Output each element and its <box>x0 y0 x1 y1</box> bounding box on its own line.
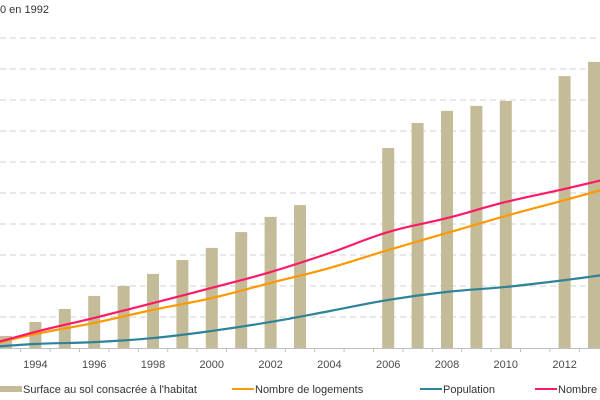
x-tick-label: 2002 <box>258 359 282 371</box>
x-tick-label: 2006 <box>376 359 400 371</box>
x-tick-label: 2000 <box>200 359 224 371</box>
line-population <box>0 274 600 348</box>
legend-label: Population <box>443 384 495 396</box>
legend-label: Surface au sol consacrée à l'habitat <box>23 384 197 396</box>
bar-2012 <box>558 76 571 348</box>
legend: Surface au sol consacrée à l'habitat Nomb… <box>0 384 600 396</box>
legend-item: Population <box>420 384 495 396</box>
legend-item: Nombre de logements <box>232 384 364 396</box>
legend-item: Nombre de m <box>535 384 600 396</box>
x-tick-label: 2012 <box>552 359 576 371</box>
bar-series <box>0 61 600 349</box>
x-axis-tick-labels: 1994 1996 1998 2000 2002 2004 2006 2008 2010 2012 <box>23 359 577 371</box>
x-axis-ticks <box>20 348 580 352</box>
x-tick-label: 2010 <box>494 359 518 371</box>
chart-title: 0 en 1992 <box>0 4 49 16</box>
x-tick-label: 1994 <box>23 359 47 371</box>
x-tick-label: 2008 <box>435 359 459 371</box>
bar-2008 <box>441 110 453 348</box>
line-nombre-de-logements <box>0 189 600 344</box>
legend-label: Nombre de m <box>558 384 600 396</box>
bar-2010 <box>499 100 512 349</box>
bar-2013 <box>588 61 600 349</box>
x-tick-label: 1998 <box>141 359 165 371</box>
gridlines <box>0 37 600 318</box>
x-tick-label: 2004 <box>317 359 341 371</box>
legend-item: Surface au sol consacrée à l'habitat <box>0 384 197 396</box>
legend-swatch-bar <box>0 386 22 392</box>
line-nombre-de-m <box>0 179 600 343</box>
bar-2007 <box>411 122 424 348</box>
bar-2009 <box>470 105 483 348</box>
line-series <box>0 179 600 348</box>
bar-2006 <box>382 148 395 348</box>
x-tick-label: 1996 <box>82 359 106 371</box>
legend-label: Nombre de logements <box>255 384 364 396</box>
